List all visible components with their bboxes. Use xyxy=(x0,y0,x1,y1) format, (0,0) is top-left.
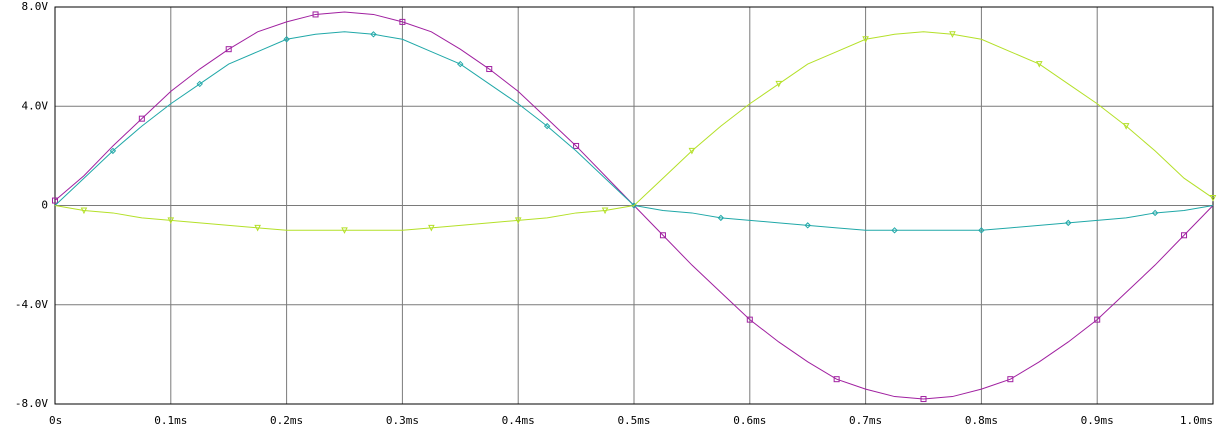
marker xyxy=(457,60,464,68)
marker xyxy=(109,147,117,155)
marker xyxy=(1122,123,1130,130)
marker xyxy=(1151,209,1159,217)
y-tick-label: 0 xyxy=(41,199,48,212)
marker xyxy=(543,122,551,130)
marker xyxy=(746,316,753,323)
x-tick-label: 0.6ms xyxy=(733,414,766,427)
marker xyxy=(804,222,811,229)
marker xyxy=(1181,232,1188,239)
marker xyxy=(1065,219,1072,227)
x-tick-label: 0.5ms xyxy=(617,414,650,427)
y-tick-label: -4.0V xyxy=(15,298,48,311)
marker xyxy=(630,202,638,209)
x-tick-label: 0.3ms xyxy=(386,414,419,427)
marker xyxy=(312,11,319,18)
marker xyxy=(920,396,927,403)
marker xyxy=(659,232,666,239)
marker xyxy=(1209,195,1217,202)
marker xyxy=(775,80,783,88)
y-tick-label: -8.0V xyxy=(15,397,48,410)
marker xyxy=(399,18,406,25)
marker xyxy=(1035,61,1043,68)
marker xyxy=(601,207,609,215)
marker xyxy=(1094,316,1101,323)
y-tick-label: 4.0V xyxy=(22,99,49,112)
x-tick-label: 0.4ms xyxy=(502,414,535,427)
x-tick-label: 1.0ms xyxy=(1180,414,1213,427)
marker xyxy=(138,115,145,122)
marker xyxy=(167,217,175,225)
y-tick-label: 8.0V xyxy=(22,0,49,13)
marker xyxy=(833,376,840,383)
marker xyxy=(225,46,232,53)
marker xyxy=(862,36,869,43)
marker xyxy=(514,217,522,225)
x-tick-label: 0.2ms xyxy=(270,414,303,427)
marker xyxy=(80,207,88,215)
marker xyxy=(573,142,580,149)
marker xyxy=(341,227,348,234)
marker xyxy=(283,36,290,43)
marker xyxy=(196,80,203,88)
marker xyxy=(949,31,956,38)
series-line xyxy=(54,31,1214,231)
marker xyxy=(486,66,493,73)
x-tick-label: 0s xyxy=(49,414,62,427)
marker xyxy=(370,31,377,38)
x-tick-label: 0.8ms xyxy=(965,414,998,427)
marker xyxy=(688,147,696,155)
x-tick-label: 0.9ms xyxy=(1081,414,1114,427)
marker xyxy=(891,227,898,234)
marker xyxy=(717,214,725,222)
marker xyxy=(254,224,261,232)
x-tick-label: 0.1ms xyxy=(154,414,187,427)
x-tick-label: 0.7ms xyxy=(849,414,882,427)
marker xyxy=(428,224,435,232)
marker xyxy=(52,197,58,204)
marker xyxy=(978,227,985,234)
marker xyxy=(1007,376,1014,383)
